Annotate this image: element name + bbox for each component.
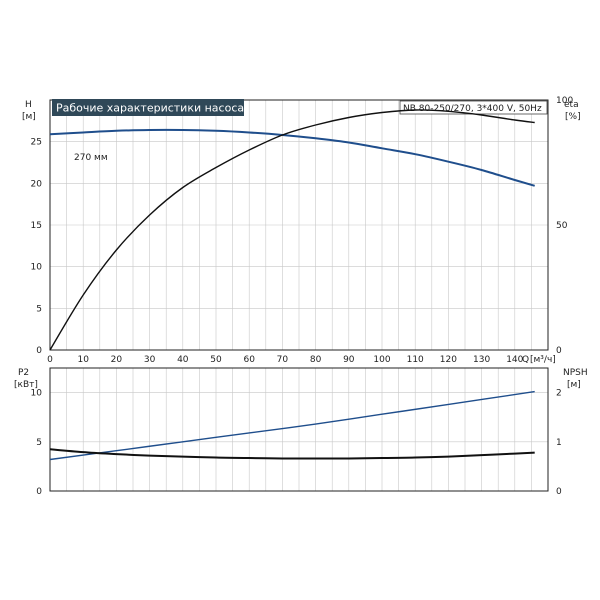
h-axis-label: H xyxy=(25,100,32,110)
h-tick-label: 0 xyxy=(36,346,42,356)
p2-tick-label: 0 xyxy=(36,487,42,497)
top-panel: Рабочие характеристики насоса NB 80-250/… xyxy=(22,96,581,365)
h-tick-label: 15 xyxy=(31,221,42,231)
top-curves xyxy=(49,109,535,351)
top-plot-frame xyxy=(49,99,549,351)
p2-axis-label: P2 xyxy=(18,368,29,378)
top-grid xyxy=(50,100,548,350)
curve-series-1 xyxy=(49,109,535,351)
top-left-tick-labels: 0 5 10 15 20 25 xyxy=(31,138,43,356)
curve-series-1 xyxy=(49,448,535,460)
x-tick-label: 80 xyxy=(310,355,322,365)
bottom-right-tick-labels: 0 1 2 xyxy=(556,389,562,497)
x-tick-label: 60 xyxy=(243,355,255,365)
bottom-left-tick-labels: 0 5 10 xyxy=(31,389,43,497)
chart-title: Рабочие характеристики насоса xyxy=(56,102,244,115)
x-tick-label: 30 xyxy=(144,355,156,365)
h-tick-label: 10 xyxy=(31,263,43,273)
npsh-axis-label: NPSH xyxy=(563,368,588,378)
bottom-panel: P2 [кВт] NPSH [м] 0 5 10 0 1 2 xyxy=(14,367,588,497)
x-tick-label: 0 xyxy=(47,355,53,365)
h-tick-label: 5 xyxy=(36,304,42,314)
npsh-tick-label: 0 xyxy=(556,487,562,497)
x-tick-label: 90 xyxy=(343,355,355,365)
eta-axis-unit: [%] xyxy=(565,112,581,122)
h-tick-label: 25 xyxy=(31,138,42,148)
impeller-annotation: 270 мм xyxy=(74,153,108,163)
top-right-tick-labels: 0 50 100 xyxy=(556,96,573,356)
x-tick-label: 70 xyxy=(277,355,289,365)
x-tick-label: 140 xyxy=(506,355,523,365)
x-axis-unit: [м³/ч] xyxy=(530,355,556,365)
model-label: NB 80-250/270, 3*400 V, 50Hz xyxy=(403,104,542,114)
x-tick-label: 130 xyxy=(473,355,490,365)
x-tick-labels: 0 10 20 30 40 50 60 70 80 90 100 110 120 130 140 xyxy=(47,355,524,365)
npsh-tick-label: 1 xyxy=(556,438,562,448)
p2-tick-label: 10 xyxy=(31,389,43,399)
x-tick-label: 20 xyxy=(111,355,123,365)
p2-tick-label: 5 xyxy=(36,438,42,448)
p2-axis-unit: [кВт] xyxy=(14,380,38,390)
x-tick-label: 100 xyxy=(373,355,390,365)
eta-tick-label: 100 xyxy=(556,96,573,106)
x-tick-label: 50 xyxy=(210,355,222,365)
bottom-grid xyxy=(50,368,548,491)
x-tick-label: 40 xyxy=(177,355,189,365)
x-tick-label: 120 xyxy=(440,355,457,365)
eta-tick-label: 50 xyxy=(556,221,568,231)
title-box xyxy=(52,99,244,116)
npsh-tick-label: 2 xyxy=(556,389,562,399)
curve-series-0 xyxy=(49,390,535,461)
eta-tick-label: 0 xyxy=(556,346,562,356)
x-tick-label: 110 xyxy=(407,355,424,365)
curve-series-0 xyxy=(49,128,535,187)
x-axis-label: Q xyxy=(522,355,529,365)
eta-axis-label: eta xyxy=(564,100,579,110)
npsh-axis-unit: [м] xyxy=(567,380,581,390)
x-tick-label: 10 xyxy=(77,355,89,365)
bottom-plot-frame xyxy=(49,367,549,492)
h-axis-unit: [м] xyxy=(22,112,36,122)
h-tick-label: 20 xyxy=(31,179,43,189)
bottom-curves xyxy=(49,390,535,461)
